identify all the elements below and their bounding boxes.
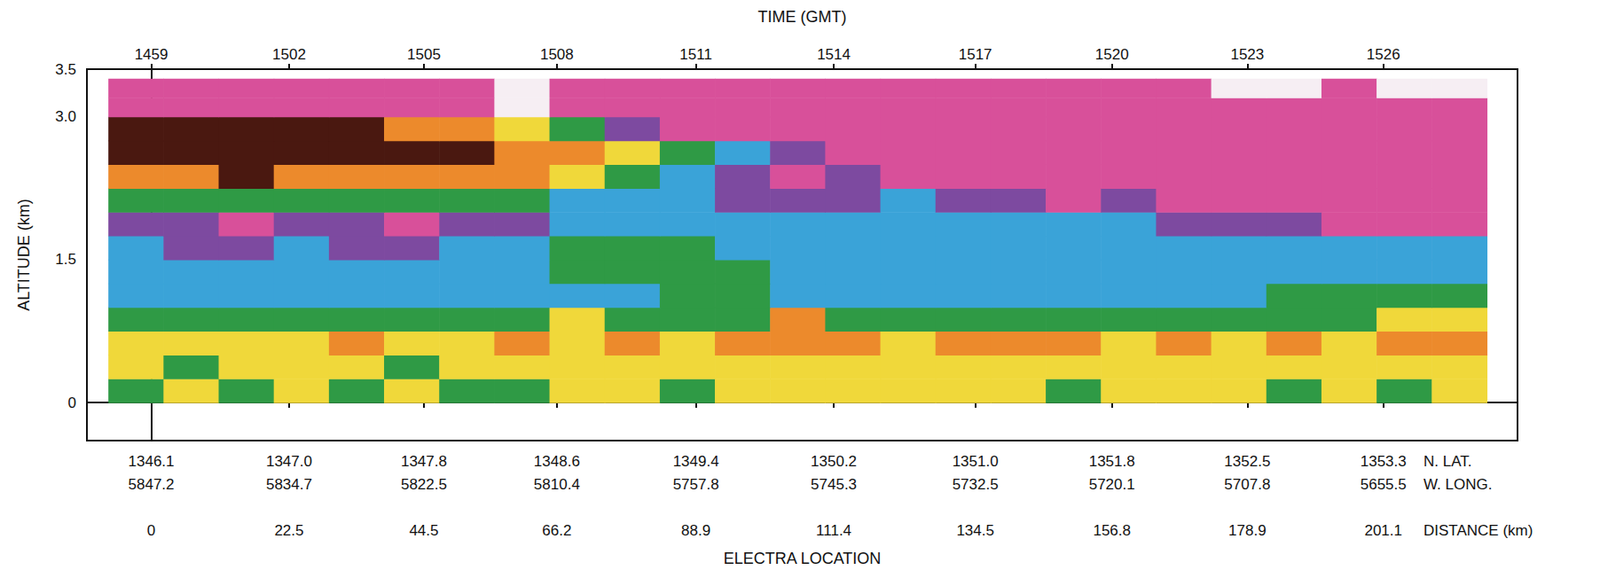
svg-text:1459: 1459: [134, 46, 169, 63]
svg-text:1349.4: 1349.4: [673, 453, 720, 471]
svg-text:1347.8: 1347.8: [400, 453, 448, 471]
svg-text:1352.5: 1352.5: [1223, 453, 1271, 471]
svg-text:88.9: 88.9: [681, 522, 711, 540]
svg-text:5720.1: 5720.1: [1089, 476, 1136, 494]
svg-text:22.5: 22.5: [274, 522, 304, 540]
svg-text:1505: 1505: [407, 46, 441, 63]
svg-text:201.1: 201.1: [1364, 522, 1403, 540]
svg-text:ALTITUDE (km): ALTITUDE (km): [15, 198, 33, 312]
svg-text:5847.2: 5847.2: [128, 476, 175, 494]
svg-text:1511: 1511: [679, 46, 713, 63]
svg-text:0: 0: [147, 522, 156, 540]
svg-text:1351.8: 1351.8: [1089, 453, 1136, 471]
svg-text:TIME (GMT): TIME (GMT): [758, 7, 848, 26]
svg-text:5732.5: 5732.5: [952, 476, 999, 494]
svg-text:1353.3: 1353.3: [1360, 453, 1407, 471]
svg-text:1514: 1514: [816, 46, 851, 63]
svg-text:178.9: 178.9: [1228, 522, 1267, 540]
svg-text:1.5: 1.5: [54, 250, 77, 268]
svg-text:1520: 1520: [1095, 46, 1130, 63]
svg-text:1523: 1523: [1230, 46, 1264, 63]
svg-text:1526: 1526: [1366, 46, 1401, 63]
svg-text:1508: 1508: [540, 46, 574, 63]
svg-text:0: 0: [68, 394, 77, 412]
svg-text:DISTANCE (km): DISTANCE (km): [1423, 522, 1533, 540]
svg-text:5655.5: 5655.5: [1360, 476, 1407, 494]
svg-text:156.8: 156.8: [1092, 522, 1131, 540]
svg-text:5834.7: 5834.7: [266, 476, 313, 494]
svg-text:66.2: 66.2: [541, 522, 572, 540]
svg-text:5707.8: 5707.8: [1223, 476, 1271, 494]
svg-text:134.5: 134.5: [956, 522, 995, 540]
svg-text:1347.0: 1347.0: [266, 453, 313, 471]
svg-text:3.5: 3.5: [54, 61, 77, 79]
svg-text:5822.5: 5822.5: [400, 476, 448, 494]
svg-text:5745.3: 5745.3: [810, 476, 857, 494]
svg-text:1517: 1517: [958, 46, 993, 63]
svg-text:W. LONG.: W. LONG.: [1423, 476, 1492, 494]
svg-text:111.4: 111.4: [815, 522, 852, 540]
svg-text:ELECTRA LOCATION: ELECTRA LOCATION: [723, 549, 882, 568]
svg-text:3.0: 3.0: [54, 108, 77, 126]
svg-text:N. LAT.: N. LAT.: [1423, 453, 1472, 471]
svg-text:1346.1: 1346.1: [128, 453, 175, 471]
svg-text:5810.4: 5810.4: [533, 476, 581, 494]
svg-text:5757.8: 5757.8: [673, 476, 720, 494]
svg-text:1348.6: 1348.6: [533, 453, 581, 471]
svg-text:1351.0: 1351.0: [952, 453, 999, 471]
svg-text:44.5: 44.5: [408, 522, 439, 540]
svg-text:1350.2: 1350.2: [810, 453, 857, 471]
svg-text:1502: 1502: [272, 46, 306, 63]
